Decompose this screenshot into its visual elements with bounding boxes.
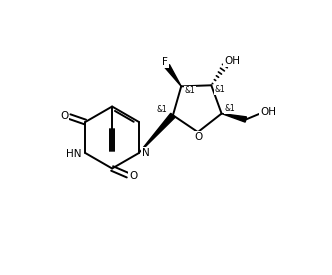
Polygon shape <box>165 65 181 86</box>
Text: HN: HN <box>66 149 81 159</box>
Text: F: F <box>162 57 168 67</box>
Text: &1: &1 <box>156 105 167 114</box>
Text: OH: OH <box>224 56 240 66</box>
Polygon shape <box>221 114 246 122</box>
Polygon shape <box>139 113 175 153</box>
Text: &1: &1 <box>185 86 196 95</box>
Text: O: O <box>60 111 68 121</box>
Text: &1: &1 <box>225 104 236 113</box>
Text: O: O <box>194 132 203 142</box>
Text: &1: &1 <box>214 85 225 94</box>
Text: O: O <box>129 171 137 181</box>
Text: N: N <box>142 148 149 158</box>
Text: OH: OH <box>260 107 276 117</box>
